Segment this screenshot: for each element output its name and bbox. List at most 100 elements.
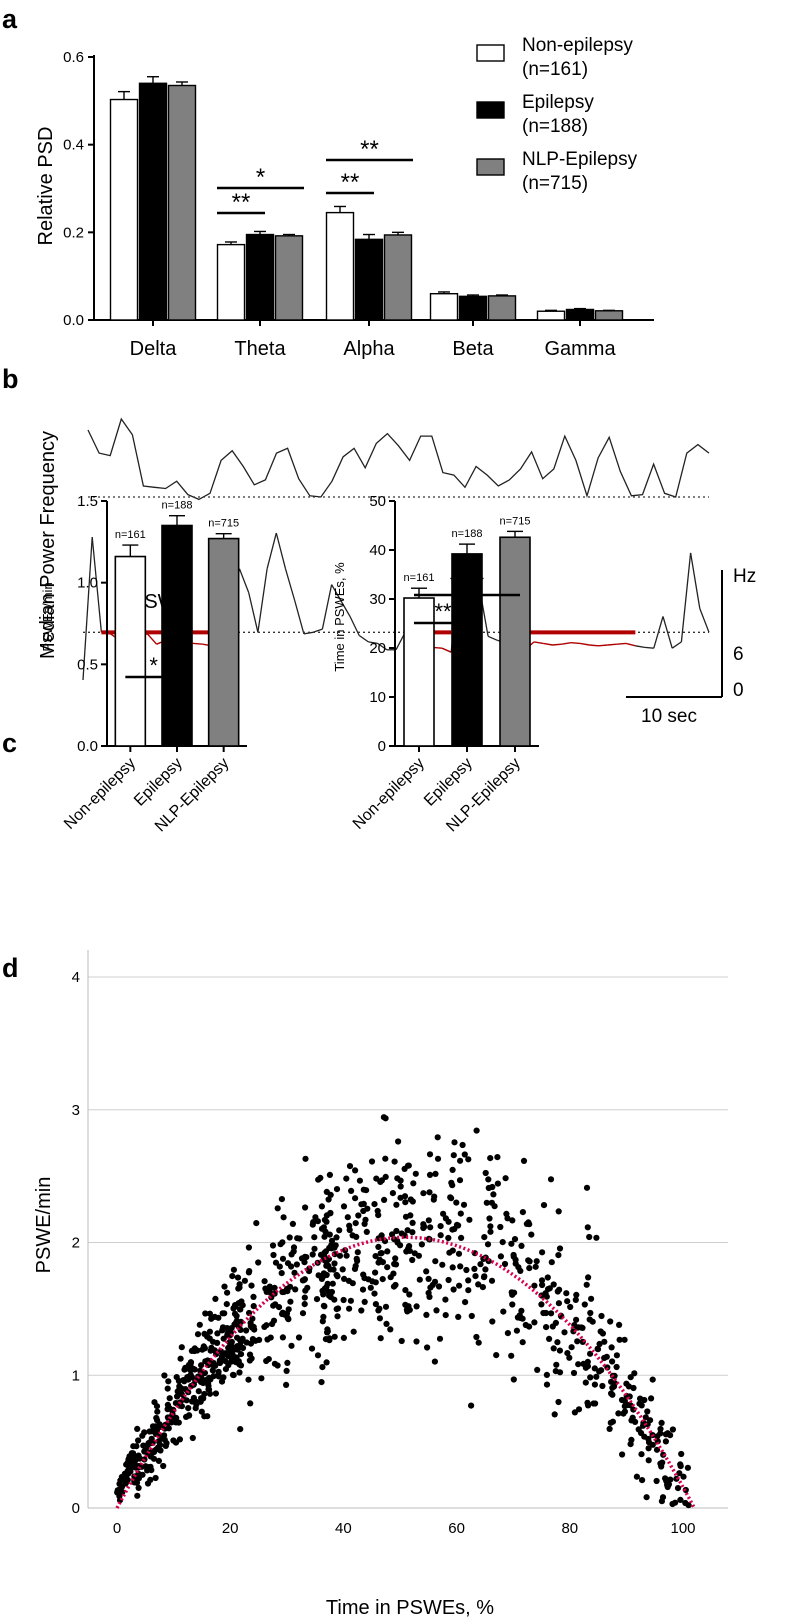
scatter-point <box>426 1171 434 1178</box>
scatter-point <box>150 1455 158 1462</box>
scatter-point <box>497 1253 504 1260</box>
mpf-trace-2-segment <box>91 536 103 633</box>
scatter-point <box>393 1227 400 1235</box>
x-tick-label: 60 <box>448 1520 465 1537</box>
scatter-point <box>269 1242 277 1249</box>
scatter-point <box>197 1378 205 1386</box>
scatter-point <box>372 1279 379 1286</box>
scatter-point <box>594 1346 602 1353</box>
y-tick-label: 1.5 <box>77 493 98 510</box>
scatter-point <box>230 1266 237 1273</box>
scatter-point <box>389 1231 396 1238</box>
mpf-trace-2-segment <box>377 642 388 651</box>
scatter-point <box>161 1436 168 1443</box>
scatter-point <box>283 1367 290 1374</box>
y-tick-label: 4 <box>72 969 80 986</box>
scatter-point <box>680 1473 687 1480</box>
scatter-point <box>572 1296 579 1303</box>
scatter-point <box>613 1352 621 1359</box>
scatter-point <box>583 1281 590 1288</box>
scatter-point <box>593 1234 600 1241</box>
panel-a-bar <box>536 310 566 321</box>
scatter-point <box>313 1296 321 1303</box>
scatter-point <box>426 1189 433 1196</box>
scatter-point <box>481 1234 488 1241</box>
scatter-point <box>154 1408 161 1415</box>
scatter-point <box>588 1295 595 1302</box>
scatter-point <box>657 1460 664 1467</box>
scatter-point <box>214 1330 221 1337</box>
scatter-point <box>468 1402 475 1409</box>
scatter-point <box>141 1429 148 1436</box>
scatter-point <box>215 1314 222 1321</box>
scatter-point <box>538 1301 545 1308</box>
scatter-point <box>245 1376 252 1383</box>
scatter-point <box>645 1435 652 1443</box>
scatter-point <box>161 1372 168 1379</box>
scatter-point <box>336 1252 344 1259</box>
scatter-point <box>616 1321 623 1328</box>
panel-a-bar <box>109 98 139 321</box>
scatter-point <box>407 1196 414 1203</box>
bar <box>161 524 193 747</box>
scatter-point <box>150 1428 157 1435</box>
scatter-point <box>508 1240 515 1247</box>
scatter-point <box>201 1330 208 1337</box>
scatter-point <box>375 1243 382 1250</box>
scatter-point <box>289 1220 296 1227</box>
scatter-point <box>450 1286 457 1293</box>
scatter-point <box>165 1378 172 1385</box>
scatter-point <box>384 1248 391 1255</box>
scatter-point <box>387 1274 394 1281</box>
scatter-point <box>547 1176 555 1183</box>
scatter-point <box>134 1425 141 1432</box>
bar-n-label: n=715 <box>500 515 531 527</box>
scatter-point <box>509 1301 516 1308</box>
legend-series-name: Epilepsy <box>522 92 594 113</box>
panel-a-bar <box>325 211 355 321</box>
scatter-point <box>241 1277 248 1284</box>
scatter-point <box>164 1401 171 1408</box>
scatter-point <box>648 1395 655 1402</box>
x-tick-label: 0 <box>113 1520 121 1537</box>
scatter-point <box>333 1271 340 1279</box>
panel-a-significance-stars: ** <box>360 136 379 163</box>
scatter-point <box>392 1281 399 1289</box>
legend-series-n: (n=161) <box>522 59 588 80</box>
scatter-point <box>465 1156 472 1163</box>
mpf-trace-2-segment <box>671 641 682 649</box>
scatter-point <box>402 1199 409 1206</box>
scatter-point <box>377 1335 384 1342</box>
panel-a-chart: Relative PSD Non-epilepsy (n=161) Epilepsy… <box>35 35 654 360</box>
scatter-point <box>258 1375 265 1382</box>
pswe-trace-segment <box>533 641 544 645</box>
scatter-point <box>540 1309 547 1317</box>
scatter-point <box>433 1307 440 1314</box>
scatter-point <box>339 1266 346 1273</box>
scatter-point <box>644 1408 651 1415</box>
scatter-point <box>431 1358 438 1365</box>
scatter-point <box>512 1260 519 1267</box>
scatter-point <box>284 1288 291 1295</box>
mpf-trace-2-segment <box>340 600 351 617</box>
scatter-point <box>327 1294 334 1301</box>
scatter-point <box>477 1261 484 1268</box>
scatter-point <box>471 1265 478 1272</box>
scatter-point <box>543 1293 550 1300</box>
y-tick-label: 10 <box>369 689 386 706</box>
scatter-point <box>543 1324 550 1331</box>
scatter-point <box>413 1303 420 1310</box>
scatter-point <box>284 1314 291 1322</box>
scatter-point <box>423 1268 430 1275</box>
scatter-point <box>556 1347 564 1354</box>
scatter-points <box>114 1114 692 1509</box>
scatter-point <box>379 1276 386 1283</box>
scatter-point <box>157 1447 164 1454</box>
scatter-point <box>382 1115 389 1122</box>
scatter-point <box>649 1441 656 1448</box>
scatter-point <box>406 1291 413 1298</box>
scatter-point <box>597 1328 604 1335</box>
scatter-point <box>427 1224 434 1231</box>
scatter-point <box>152 1474 159 1482</box>
scatter-point <box>149 1423 157 1430</box>
